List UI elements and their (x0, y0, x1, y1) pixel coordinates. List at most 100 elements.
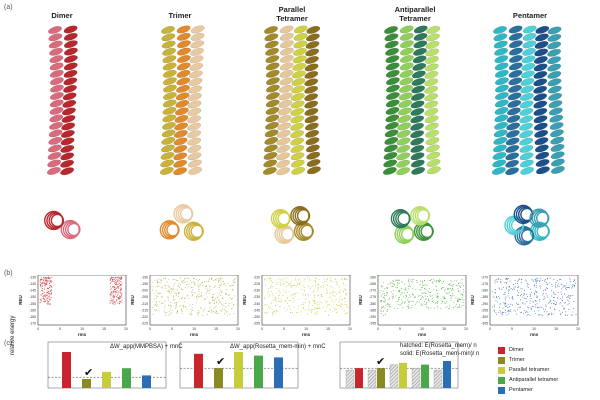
scatter-ytick: -305 (481, 322, 488, 326)
scatter-ytick: -295 (481, 308, 488, 312)
scatter-ytick: -140 (29, 282, 36, 286)
scatter-points-2 (263, 277, 349, 316)
bar-title-hatched: hatched: E(Rosetta_mem)/ n (400, 343, 477, 349)
scatter-xtick: 5 (59, 327, 61, 331)
column-title-pentamer: Pentamer (512, 11, 548, 20)
scatter-ytick: -270 (481, 276, 488, 280)
scatter-ytick: -165 (29, 315, 36, 319)
bar-1-1 (214, 368, 223, 388)
checkmark-1: ✔ (216, 356, 225, 368)
scatter-ytick: -135 (29, 276, 36, 280)
bar-hatched-0 (345, 369, 355, 389)
scatter-ylabel: REU (18, 295, 23, 305)
scatter-xlabel: rms (530, 332, 539, 337)
bar-hatched-1 (367, 369, 377, 389)
scatter-ytick: -215 (141, 308, 148, 312)
scatter-ytick: -235 (253, 295, 260, 299)
top-view-dimer (44, 210, 81, 240)
legend-swatch (498, 386, 505, 394)
scatter-ytick: -280 (481, 289, 488, 293)
scatter-xtick: 10 (420, 327, 424, 331)
bar-subtitle-solid: solid: E(Rosetta_mem-min)/ n (400, 351, 480, 357)
scatter-ytick: -285 (369, 308, 376, 312)
helix-bundle-trimer (159, 25, 205, 176)
scatter-xtick: 20 (236, 327, 240, 331)
helix-bundle-pent (491, 25, 565, 176)
legend-swatch (498, 356, 505, 364)
scatter-panel-4: -270 -275 -280 -285 -290 -295 -300 -305 0 5 10 15 20… (470, 274, 584, 344)
helix-bundle-partet (262, 25, 321, 176)
scatter-ytick: -275 (369, 295, 376, 299)
bar-hatched-4 (433, 369, 443, 389)
scatter-ytick: -270 (369, 289, 376, 293)
legend-label: Trimer (509, 357, 525, 363)
bar-panel-0: ✔ (47, 341, 167, 389)
bar-1-2 (234, 352, 243, 388)
bar-solid-2 (399, 362, 407, 388)
scatter-xtick: 20 (124, 327, 128, 331)
scatter-ytick: -285 (481, 295, 488, 299)
bar-title-mmpbsa: ΔW_app(MMPBSA) + mnC (110, 344, 183, 350)
scatter-xtick: 10 (192, 327, 196, 331)
scatter-xtick: 20 (464, 327, 468, 331)
scatter-ytick: -195 (141, 282, 148, 286)
scatter-ytick: -225 (253, 282, 260, 286)
scatter-ytick: -275 (481, 282, 488, 286)
checkmark-2: ✔ (376, 356, 385, 368)
scatter-panel-2: -220 -225 -230 -235 -240 -245 -250 -255 0 5 10 15 20… (242, 274, 356, 344)
scatter-xtick: 15 (214, 327, 218, 331)
panel-label-b: (b) (4, 270, 13, 277)
scatter-ytick: -265 (369, 282, 376, 286)
legend-item: Parallel tetramer (498, 365, 558, 375)
legend-label: Dimer (509, 347, 524, 353)
top-view-antitet (390, 206, 434, 244)
scatter-xtick: 10 (80, 327, 84, 331)
helix-structures (44, 25, 565, 246)
scatter-ytick: -190 (141, 276, 148, 280)
bar-1-3 (254, 355, 263, 388)
legend-item: Pentamer (498, 385, 558, 395)
helix-bundle-dimer (46, 25, 78, 176)
scatter-frame-4 (489, 274, 579, 326)
bar-1-4 (274, 357, 283, 388)
scatter-ytick: -220 (141, 315, 148, 319)
scatter-xtick: 5 (511, 327, 513, 331)
legend-swatch (498, 376, 505, 384)
scatter-points-1 (151, 277, 236, 316)
legend-label: Antiparallel tetramer (509, 377, 559, 383)
scatter-ytick: -225 (141, 322, 148, 326)
scatter-xtick: 15 (326, 327, 330, 331)
scatter-xtick: 10 (304, 327, 308, 331)
scatter-xtick: 20 (576, 327, 580, 331)
panel-label-c: (c) (4, 340, 13, 347)
scatter-ytick: -295 (369, 322, 376, 326)
bar-0-2 (102, 371, 111, 388)
legend-swatch (498, 366, 505, 374)
bar-hatched-3 (411, 368, 421, 389)
scatter-panel-3: -260 -265 -270 -275 -280 -285 -290 -295 0 5 10 15 20… (358, 274, 472, 344)
scatter-ytick: -280 (369, 302, 376, 306)
bar-solid-1 (377, 368, 385, 388)
scatter-ytick: -205 (141, 295, 148, 299)
scatter-xtick: 15 (554, 327, 558, 331)
scatter-frame-2 (261, 274, 351, 326)
legend-label: Pentamer (509, 387, 533, 393)
scatter-xtick: 0 (489, 327, 491, 331)
scatter-ytick: -210 (141, 302, 148, 306)
scatter-xtick: 0 (261, 327, 263, 331)
scatter-ytick: -245 (253, 308, 260, 312)
scatter-ytick: -150 (29, 295, 36, 299)
scatter-xlabel: rms (302, 332, 311, 337)
scatter-ytick: -170 (29, 322, 36, 326)
scatter-points-0 (39, 276, 123, 305)
scatter-xtick: 0 (149, 327, 151, 331)
top-view-pent (504, 204, 550, 246)
checkmark-0: ✔ (84, 367, 93, 379)
scatter-xtick: 5 (171, 327, 173, 331)
scatter-xtick: 10 (532, 327, 536, 331)
scatter-points-3 (379, 278, 465, 316)
scatter-xtick: 5 (283, 327, 285, 331)
scatter-ylabel: REU (358, 295, 363, 305)
scatter-ytick: -255 (253, 322, 260, 326)
scatter-ytick: -230 (253, 289, 260, 293)
